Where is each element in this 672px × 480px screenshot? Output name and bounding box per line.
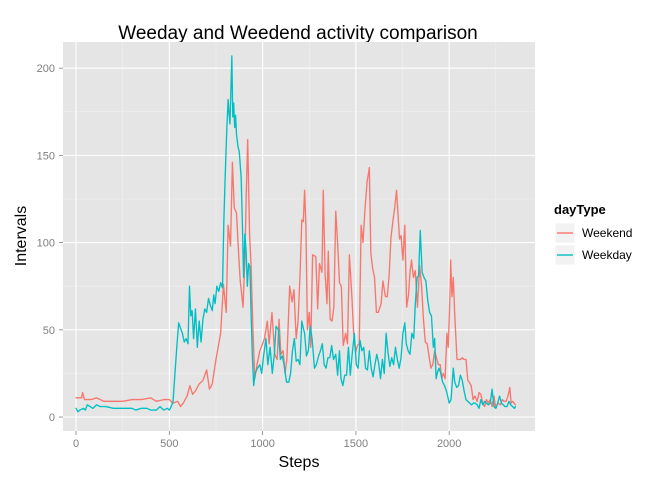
legend-label-weekday: Weekday — [582, 248, 632, 262]
y-axis-tick-label: 100 — [37, 238, 55, 250]
x-axis-tick-label: 500 — [160, 438, 178, 450]
plot-panel — [63, 42, 535, 431]
y-axis-tick-label: 50 — [43, 325, 55, 337]
legend-label-weekend: Weekend — [582, 226, 632, 240]
x-axis-tick-label: 1500 — [344, 438, 368, 450]
x-axis-tick-label: 2000 — [437, 438, 461, 450]
y-axis-tick-label: 200 — [37, 63, 55, 75]
series-line-weekday — [75, 55, 517, 413]
x-axis-label: Steps — [279, 454, 320, 471]
legend-title: dayType — [554, 202, 606, 217]
legend: dayType Weekend Weekday — [554, 202, 632, 266]
series-line-weekend — [75, 139, 517, 409]
grid-layer — [63, 42, 535, 431]
x-axis-tick-label: 0 — [73, 438, 79, 450]
x-axis-tick-label: 1000 — [250, 438, 274, 450]
chart-title: Weeday and Weedend activity comparison — [118, 23, 477, 44]
tick-layer: 0 500 1000 1500 2000 0 50 100 150 200 — [37, 63, 462, 450]
y-axis-tick-label: 150 — [37, 150, 55, 162]
y-axis-label: Intervals — [13, 206, 30, 266]
series-layer — [75, 55, 517, 413]
y-axis-tick-label: 0 — [49, 412, 55, 424]
